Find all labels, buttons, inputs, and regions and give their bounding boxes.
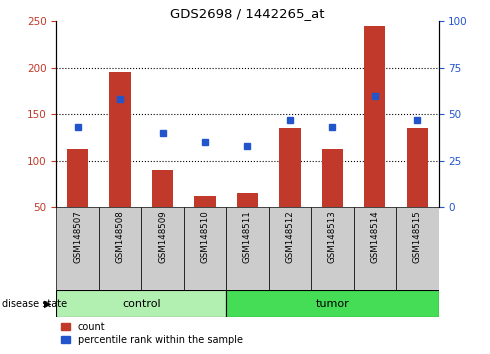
Text: GSM148509: GSM148509 (158, 210, 167, 263)
Bar (109, 72, 131, 207)
Title: GDS2698 / 1442265_at: GDS2698 / 1442265_at (170, 7, 325, 20)
Bar (195, 196, 216, 207)
Text: GSM148515: GSM148515 (413, 210, 422, 263)
Bar (152, 170, 173, 207)
Bar (141, 207, 184, 290)
Bar (407, 128, 428, 207)
Text: GSM148512: GSM148512 (285, 210, 294, 263)
Bar (322, 149, 343, 207)
Text: ▶: ▶ (44, 298, 51, 309)
Bar (226, 290, 439, 317)
Text: GSM148514: GSM148514 (370, 210, 379, 263)
Bar (67, 149, 88, 207)
Text: GSM148511: GSM148511 (243, 210, 252, 263)
Bar (311, 207, 354, 290)
Bar (354, 207, 396, 290)
Bar (99, 207, 141, 290)
Bar (364, 26, 386, 207)
Bar (56, 207, 99, 290)
Bar (226, 207, 269, 290)
Bar (184, 207, 226, 290)
Text: GSM148507: GSM148507 (73, 210, 82, 263)
Text: GSM148513: GSM148513 (328, 210, 337, 263)
Legend: count, percentile rank within the sample: count, percentile rank within the sample (61, 322, 243, 344)
Text: tumor: tumor (316, 298, 349, 309)
Bar (396, 207, 439, 290)
Bar (279, 128, 300, 207)
Text: disease state: disease state (2, 298, 68, 309)
Bar (237, 193, 258, 207)
Text: GSM148510: GSM148510 (200, 210, 210, 263)
Bar (56, 290, 226, 317)
Bar (269, 207, 311, 290)
Text: GSM148508: GSM148508 (116, 210, 124, 263)
Text: control: control (122, 298, 161, 309)
